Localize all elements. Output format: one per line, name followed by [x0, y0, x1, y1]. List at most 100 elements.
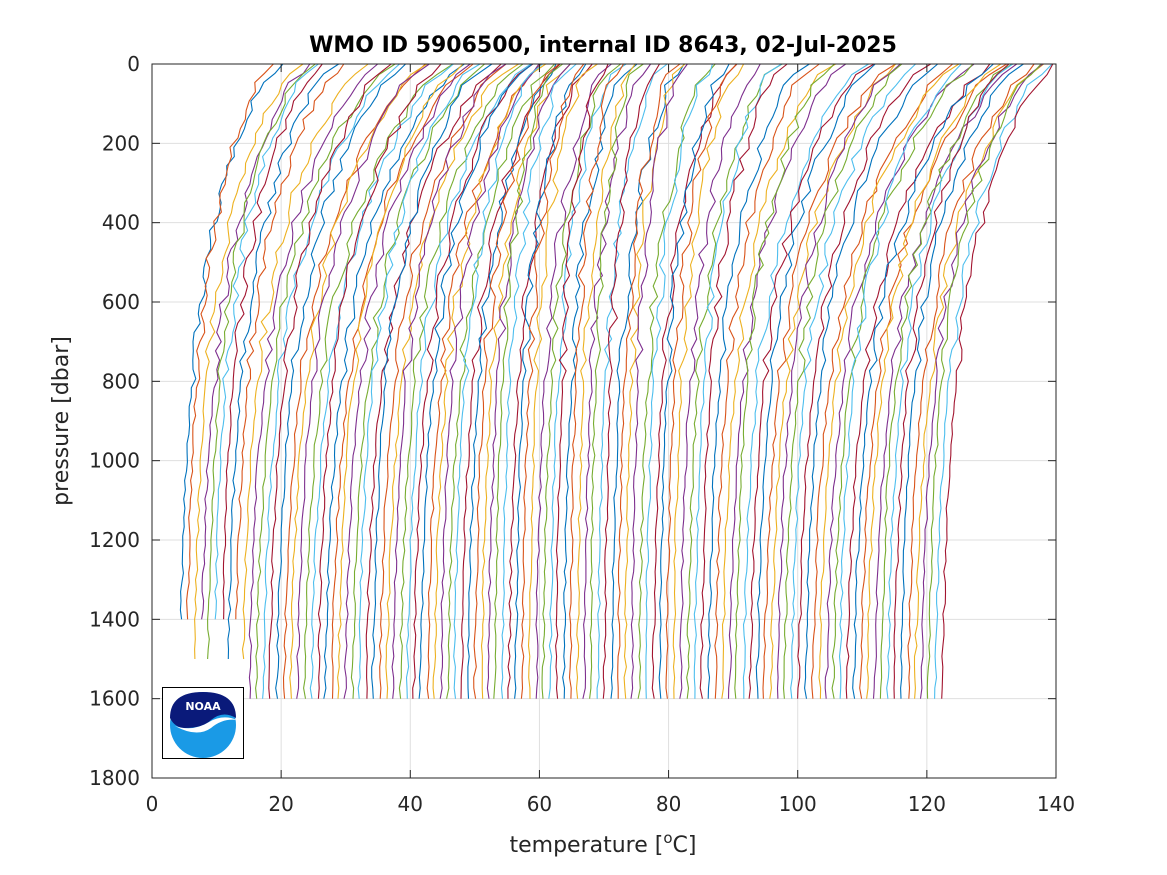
profile-line — [879, 63, 1013, 699]
profile-line — [493, 63, 564, 699]
profile-line — [214, 63, 319, 620]
profile-line — [818, 63, 960, 699]
x-tick-label: 80 — [656, 792, 681, 816]
profile-line — [637, 63, 716, 699]
profile-line — [596, 63, 668, 699]
x-tick-label: 40 — [398, 792, 423, 816]
profile-line — [623, 63, 686, 699]
profile-line — [589, 63, 644, 699]
y-tick-label: 1200 — [89, 528, 140, 552]
profile-line — [790, 63, 916, 699]
profile-line — [755, 63, 876, 699]
profile-line — [227, 63, 340, 660]
profile-line — [303, 63, 454, 699]
profile-line — [658, 63, 730, 699]
profile-line — [535, 63, 612, 699]
plot-frame — [151, 63, 1057, 779]
profile-line — [186, 63, 274, 620]
profile-line — [432, 63, 547, 699]
profile-line — [907, 63, 1035, 699]
profile-line — [405, 63, 532, 699]
profile-line — [309, 63, 454, 699]
profile-line — [486, 63, 571, 699]
profile-line — [934, 63, 1053, 699]
profile-line — [776, 63, 901, 699]
profile-line — [913, 63, 1045, 699]
profile-line — [679, 63, 761, 699]
ticks: 0 20 40 60 80 100 120 1400200400600800100012001… — [89, 52, 1075, 816]
profile-line — [365, 63, 502, 699]
y-tick-label: 400 — [102, 211, 140, 235]
profile-line — [514, 63, 587, 699]
profile-line — [699, 63, 788, 699]
profile-line — [350, 63, 485, 699]
profile-line — [811, 63, 954, 699]
profile-line — [575, 63, 636, 699]
profile-line — [398, 63, 524, 699]
profile-line — [391, 63, 507, 699]
profile-line — [866, 63, 1002, 699]
profile-line — [412, 63, 534, 699]
profile-line — [568, 63, 624, 699]
y-tick-label: 1600 — [89, 687, 140, 711]
profile-line — [852, 63, 994, 699]
profile-line — [742, 63, 869, 699]
profile-line — [645, 63, 713, 699]
profile-line — [446, 63, 556, 699]
y-tick-label: 800 — [102, 369, 140, 393]
profile-line — [762, 63, 896, 699]
profile-line — [734, 63, 835, 699]
profile-line — [343, 63, 471, 699]
x-tick-label: 20 — [268, 792, 293, 816]
profile-line — [548, 63, 627, 699]
profile-line — [317, 63, 442, 699]
profile-line — [824, 63, 975, 699]
y-tick-label: 600 — [102, 290, 140, 314]
profile-line — [919, 63, 1044, 699]
profile-line — [207, 63, 316, 660]
profile-line — [693, 63, 782, 699]
profile-line — [651, 63, 738, 699]
profile-line — [331, 63, 474, 699]
profile-line — [672, 63, 745, 699]
profile-line — [872, 63, 1018, 699]
profile-line — [665, 63, 738, 699]
profile-line — [527, 63, 598, 699]
profile-line — [617, 63, 681, 699]
x-tick-label: 100 — [779, 792, 817, 816]
profile-line — [893, 63, 1010, 699]
profile-line — [721, 63, 836, 699]
profile-line — [248, 63, 379, 699]
profile-line — [845, 63, 991, 699]
profile-line — [769, 63, 896, 699]
profile-line — [926, 63, 1042, 699]
profile-line — [714, 63, 820, 699]
profile-line — [222, 63, 323, 620]
profile-line — [838, 63, 962, 699]
profile-line — [289, 63, 428, 699]
profile-line — [453, 63, 543, 699]
y-axis-label: pressure [dbar] — [49, 336, 74, 506]
profile-line — [473, 63, 560, 699]
profile-line — [686, 63, 783, 699]
y-tick-label: 200 — [102, 131, 140, 155]
profile-line — [235, 63, 345, 620]
profile-line — [804, 63, 939, 699]
profile-line — [602, 63, 660, 699]
profile-line — [859, 63, 1007, 699]
profile-line — [201, 63, 311, 620]
x-axis-label-degree: o — [663, 829, 672, 847]
profile-line — [480, 63, 571, 699]
profile-line — [418, 63, 533, 699]
noaa-logo-sky — [170, 692, 236, 728]
chart-title: WMO ID 5906500, internal ID 8643, 02-Jul… — [309, 33, 897, 58]
x-tick-label: 0 — [146, 792, 159, 816]
noaa-logo: NOAA — [162, 687, 244, 759]
profile-line — [323, 63, 465, 699]
profile-line — [426, 63, 542, 699]
profile-line — [520, 63, 585, 699]
profile-line — [797, 63, 931, 699]
profile-line — [378, 63, 507, 699]
noaa-logo-icon: NOAA — [170, 692, 237, 758]
profile-line — [337, 63, 464, 699]
